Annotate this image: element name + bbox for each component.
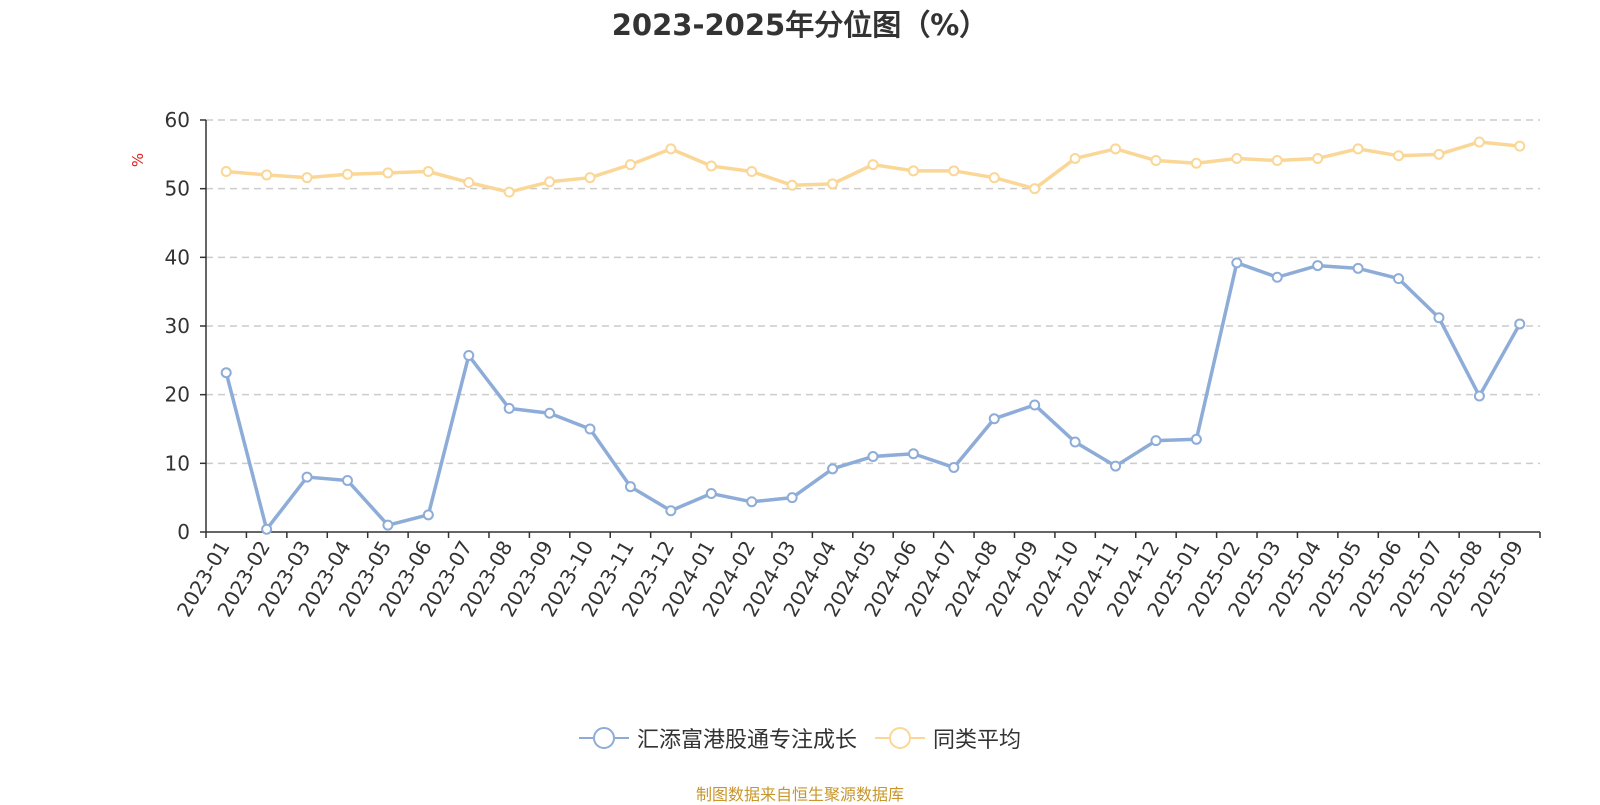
series-1-point-20 [1029, 399, 1041, 411]
axes: 01020304050602023-012023-022023-032023-0… [165, 108, 1541, 621]
series-1-point-25 [1231, 257, 1243, 269]
y-tick-label-2: 20 [165, 383, 190, 407]
series-1-point-24 [1190, 433, 1202, 445]
series-2-point-6 [463, 176, 475, 188]
series-2-point-22 [1110, 143, 1122, 155]
series-2-point-8 [544, 176, 556, 188]
chart-area: 01020304050602023-012023-022023-032023-0… [129, 108, 1541, 621]
legend-label-series-2: 同类平均 [933, 728, 1022, 753]
series-1-point-27 [1312, 260, 1324, 272]
series-lines [220, 136, 1526, 535]
series-1-point-17 [907, 448, 919, 460]
series-1-point-7 [503, 402, 515, 414]
series-2-point-10 [624, 159, 636, 171]
legend: 汇添富港股通专注成长 同类平均 [0, 722, 1600, 754]
series-1-point-14 [786, 492, 798, 504]
y-axis-label: % [129, 153, 147, 167]
series-1-point-4 [382, 519, 394, 531]
series-1-point-3 [341, 475, 353, 486]
y-tick-label-4: 40 [165, 245, 190, 269]
y-tick-label-5: 50 [165, 177, 190, 201]
legend-label-series-1: 汇添富港股通专注成长 [636, 728, 857, 753]
series-1-point-23 [1150, 435, 1162, 447]
series-2-point-15 [827, 178, 839, 190]
series-2-point-32 [1514, 140, 1526, 152]
series-2-point-31 [1473, 136, 1485, 148]
series-2-point-21 [1069, 152, 1081, 164]
legend-item-series-1[interactable]: 汇添富港股通专注成长 [578, 722, 857, 754]
series-2-point-16 [867, 159, 879, 171]
series-2-point-25 [1231, 152, 1243, 164]
series-1-point-10 [624, 481, 636, 493]
series-2-point-29 [1393, 150, 1405, 162]
series-1-point-16 [867, 450, 879, 462]
series-2-point-1 [261, 169, 273, 181]
series-1-point-32 [1514, 318, 1526, 330]
legend-marker-series-1 [578, 727, 629, 749]
series-2-point-13 [746, 166, 758, 177]
series-1-point-0 [220, 367, 232, 379]
series-1-point-12 [705, 488, 717, 500]
source-note: 制图数据来自恒生聚源数据库 [695, 785, 904, 804]
series-1-point-21 [1069, 436, 1081, 448]
y-tick-label-3: 30 [165, 314, 190, 338]
series-2-point-9 [584, 172, 596, 184]
series-2-point-11 [665, 143, 677, 155]
series-2-point-3 [341, 168, 353, 180]
legend-marker-series-2 [875, 727, 925, 749]
series-1-point-28 [1352, 262, 1364, 274]
series-2-point-4 [382, 167, 394, 179]
series-2-point-14 [786, 179, 798, 191]
series-2-point-0 [220, 166, 232, 177]
series-2-point-26 [1271, 155, 1283, 167]
series-1-point-2 [301, 471, 313, 483]
series-1-point-31 [1473, 390, 1485, 402]
series-2-point-24 [1190, 157, 1202, 169]
series-line-1 [224, 261, 1522, 532]
series-1-point-9 [584, 423, 596, 435]
series-2-point-28 [1352, 143, 1364, 155]
series-1-point-15 [827, 463, 839, 475]
series-1-point-5 [422, 509, 434, 521]
series-2-point-23 [1150, 155, 1162, 167]
series-1-point-19 [988, 413, 1000, 425]
legend-item-series-2[interactable]: 同类平均 [875, 722, 1021, 754]
chart-title: 2023-2025年分位图（%） [611, 8, 989, 42]
series-2-point-27 [1312, 152, 1324, 164]
gridlines [206, 119, 1540, 465]
series-1-point-30 [1433, 312, 1445, 324]
y-tick-label-6: 60 [165, 108, 190, 132]
series-2-point-7 [503, 186, 515, 198]
y-tick-label-1: 10 [165, 451, 190, 475]
series-2-point-17 [907, 165, 919, 177]
series-1-point-6 [463, 350, 475, 362]
series-2-point-20 [1029, 183, 1041, 195]
series-2-point-18 [948, 165, 960, 177]
series-2-point-19 [988, 172, 1000, 184]
series-1-point-18 [948, 461, 960, 473]
series-1-point-26 [1271, 271, 1283, 283]
y-tick-label-0: 0 [177, 520, 190, 544]
series-1-point-11 [665, 505, 677, 517]
series-1-point-1 [261, 523, 273, 535]
series-2-point-12 [705, 160, 717, 172]
series-1-point-8 [544, 407, 556, 419]
series-2-point-30 [1433, 148, 1445, 160]
series-2-point-5 [422, 166, 434, 177]
series-2-point-2 [301, 172, 313, 184]
series-1-point-29 [1393, 273, 1405, 285]
series-1-point-13 [746, 496, 758, 508]
series-1-point-22 [1110, 460, 1122, 472]
